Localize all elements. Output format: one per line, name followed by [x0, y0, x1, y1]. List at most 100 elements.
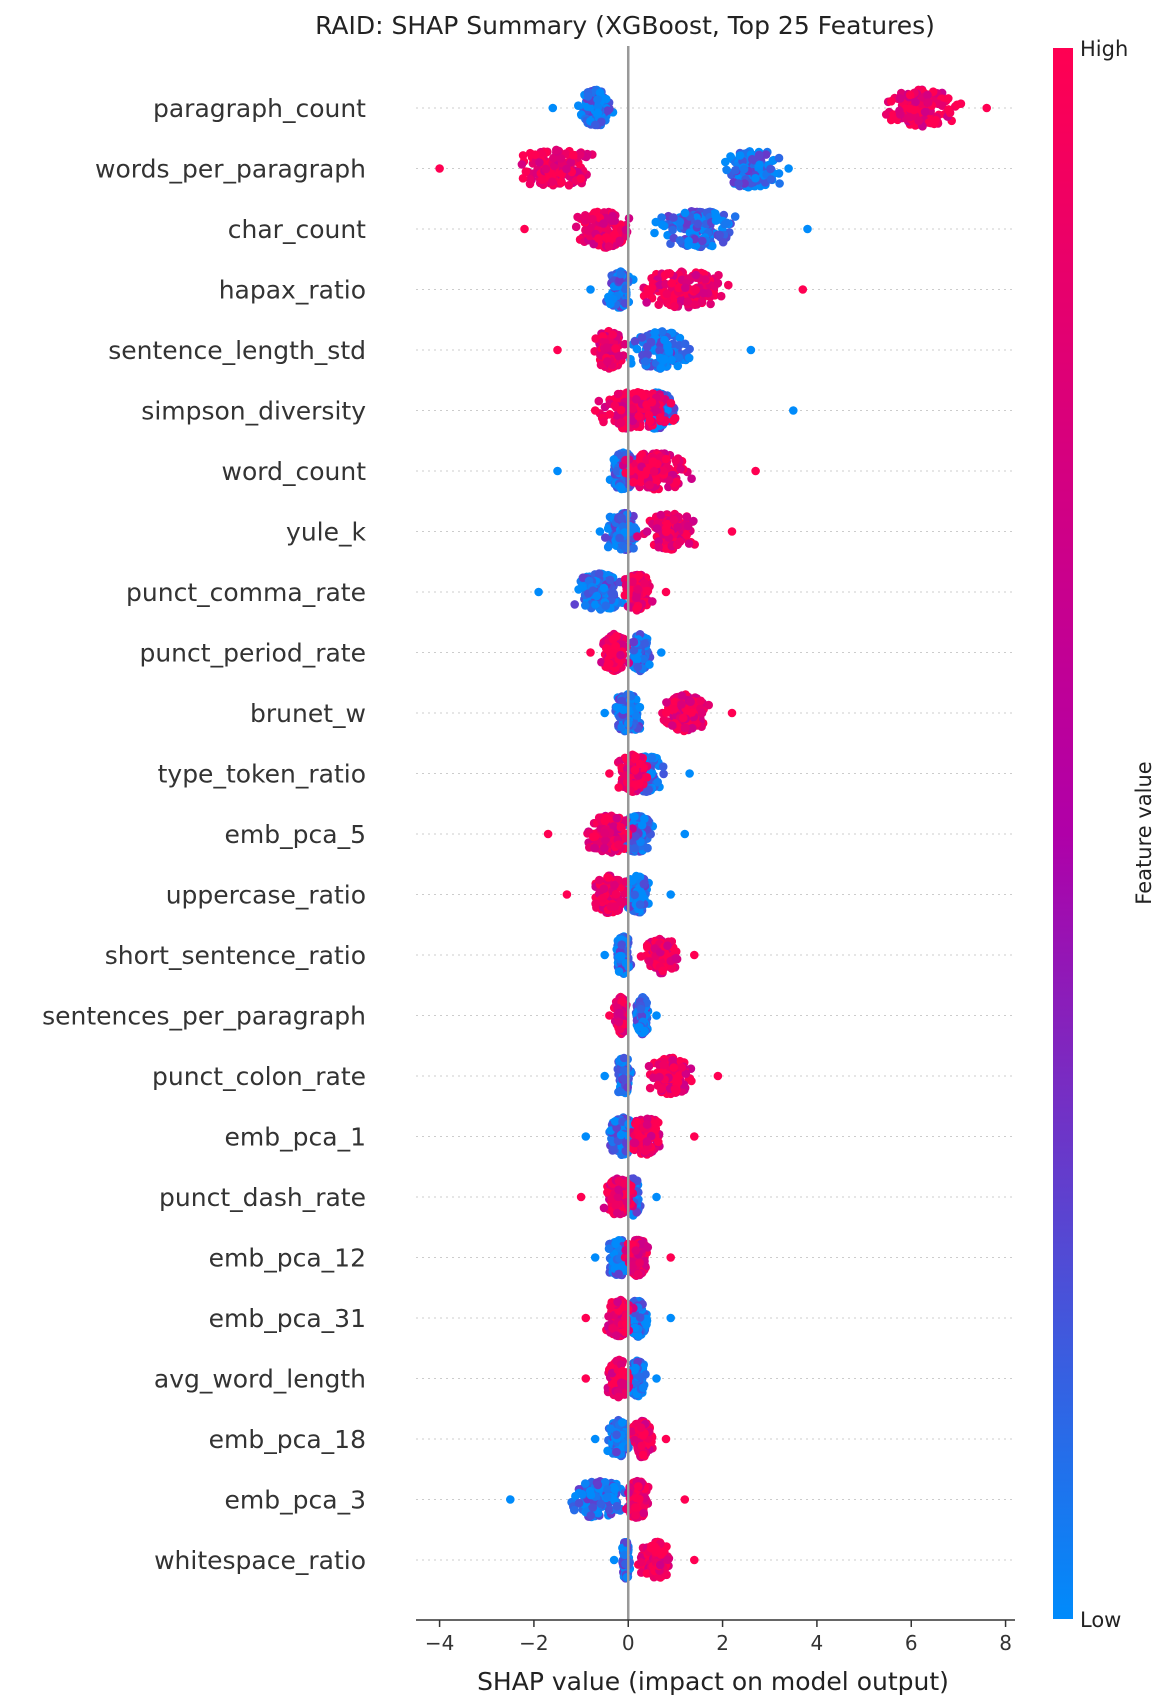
shap-dot: [693, 219, 703, 229]
shap-dot: [547, 177, 557, 186]
shap-dot: [568, 150, 578, 160]
shap-dot: [643, 586, 653, 596]
feature-row-simpson-diversity: [590, 388, 798, 433]
shap-dot: [615, 236, 624, 246]
shap-dot: [603, 357, 612, 366]
shap-dot: [617, 484, 626, 493]
shap-dot: [591, 120, 600, 130]
shap-dot: [629, 637, 639, 647]
shap-dot: [774, 153, 784, 163]
shap-dot: [594, 396, 604, 406]
shap-dot: [610, 880, 619, 890]
shap-dot: [982, 103, 991, 113]
shap-dot: [660, 354, 669, 364]
feature-row-yule-k: [595, 508, 737, 554]
shap-dot: [730, 212, 740, 221]
shap-dot: [520, 224, 529, 234]
shap-dot: [543, 829, 553, 839]
shap-dot: [608, 635, 618, 644]
shap-dot: [635, 900, 645, 909]
shap-dot: [931, 115, 940, 125]
shap-dot: [706, 299, 715, 309]
shap-dot: [724, 280, 733, 290]
shap-dot: [684, 236, 693, 246]
shap-dot: [674, 283, 683, 293]
shap-dot: [600, 828, 609, 838]
shap-dot: [589, 239, 598, 249]
shap-dot: [669, 705, 679, 714]
shap-dot: [607, 589, 617, 598]
shap-dot: [614, 1008, 624, 1018]
shap-dot: [630, 812, 639, 821]
shap-dot: [630, 765, 640, 775]
shap-dot: [609, 455, 619, 464]
shap-dot: [727, 708, 737, 718]
feature-label-brunet-w: brunet_w: [250, 699, 366, 728]
shap-dot: [682, 531, 691, 540]
shap-dot: [541, 164, 551, 174]
shap-dot: [944, 94, 953, 103]
shap-dot: [639, 291, 649, 301]
shap-dot: [616, 269, 625, 279]
shap-dot: [537, 149, 547, 159]
shap-dot: [761, 150, 771, 159]
shap-dot: [614, 1017, 624, 1027]
shap-dot: [642, 298, 651, 307]
shap-dot: [634, 585, 643, 594]
shap-dot: [640, 639, 649, 648]
shap-dot: [586, 648, 595, 657]
feature-label-words-per-paragraph: words_per_paragraph: [95, 155, 366, 184]
feature-label-yule-k: yule_k: [286, 518, 366, 547]
shap-dot: [604, 873, 613, 882]
shap-dot: [518, 174, 528, 183]
shap-dot: [662, 698, 671, 707]
shap-dot: [676, 464, 685, 474]
shap-dot: [595, 875, 604, 885]
shap-dot: [656, 363, 666, 373]
feature-label-punct-period-rate: punct_period_rate: [139, 639, 366, 668]
shap-dot: [691, 285, 700, 295]
shap-dot: [924, 118, 934, 127]
shap-dot: [592, 591, 602, 601]
shap-dot: [613, 389, 623, 399]
shap-dot: [766, 175, 776, 184]
shap-dot: [663, 941, 672, 950]
shap-dot: [655, 346, 664, 355]
shap-dot: [923, 98, 933, 107]
shap-dot: [615, 533, 624, 543]
shap-dot: [629, 478, 638, 487]
shap-dot: [633, 532, 642, 541]
shap-dot: [553, 345, 562, 355]
shap-dot: [617, 951, 626, 961]
shap-dot: [681, 723, 690, 733]
shap-dot: [600, 708, 609, 718]
shap-dot: [658, 762, 668, 771]
shap-dot: [629, 544, 638, 553]
shap-dot: [660, 335, 669, 345]
shap-dot: [937, 101, 947, 110]
shap-dot: [606, 299, 615, 309]
shap-dot: [803, 224, 812, 234]
shap-dot: [632, 344, 642, 354]
shap-dot: [714, 270, 723, 280]
feature-label-punct-dash-rate: punct_dash_rate: [159, 1183, 366, 1212]
shap-dot: [711, 216, 721, 225]
shap-dot: [789, 406, 798, 415]
shap-dot: [651, 217, 661, 227]
shap-dot: [566, 158, 576, 167]
shap-dot: [905, 112, 915, 122]
shap-dot: [534, 587, 543, 597]
shap-dot: [671, 456, 680, 465]
shap-dot: [686, 697, 695, 706]
shap-dot: [886, 97, 896, 106]
shap-dot: [666, 890, 675, 899]
shap-dot: [642, 527, 652, 536]
shap-dot: [751, 466, 760, 476]
shap-dot: [636, 1004, 646, 1014]
shap-dot: [683, 521, 693, 531]
shap-dot: [562, 890, 572, 899]
shap-dot: [687, 474, 696, 484]
shap-dot: [715, 230, 724, 240]
shap-dot: [571, 222, 581, 232]
shap-dot: [656, 510, 666, 520]
